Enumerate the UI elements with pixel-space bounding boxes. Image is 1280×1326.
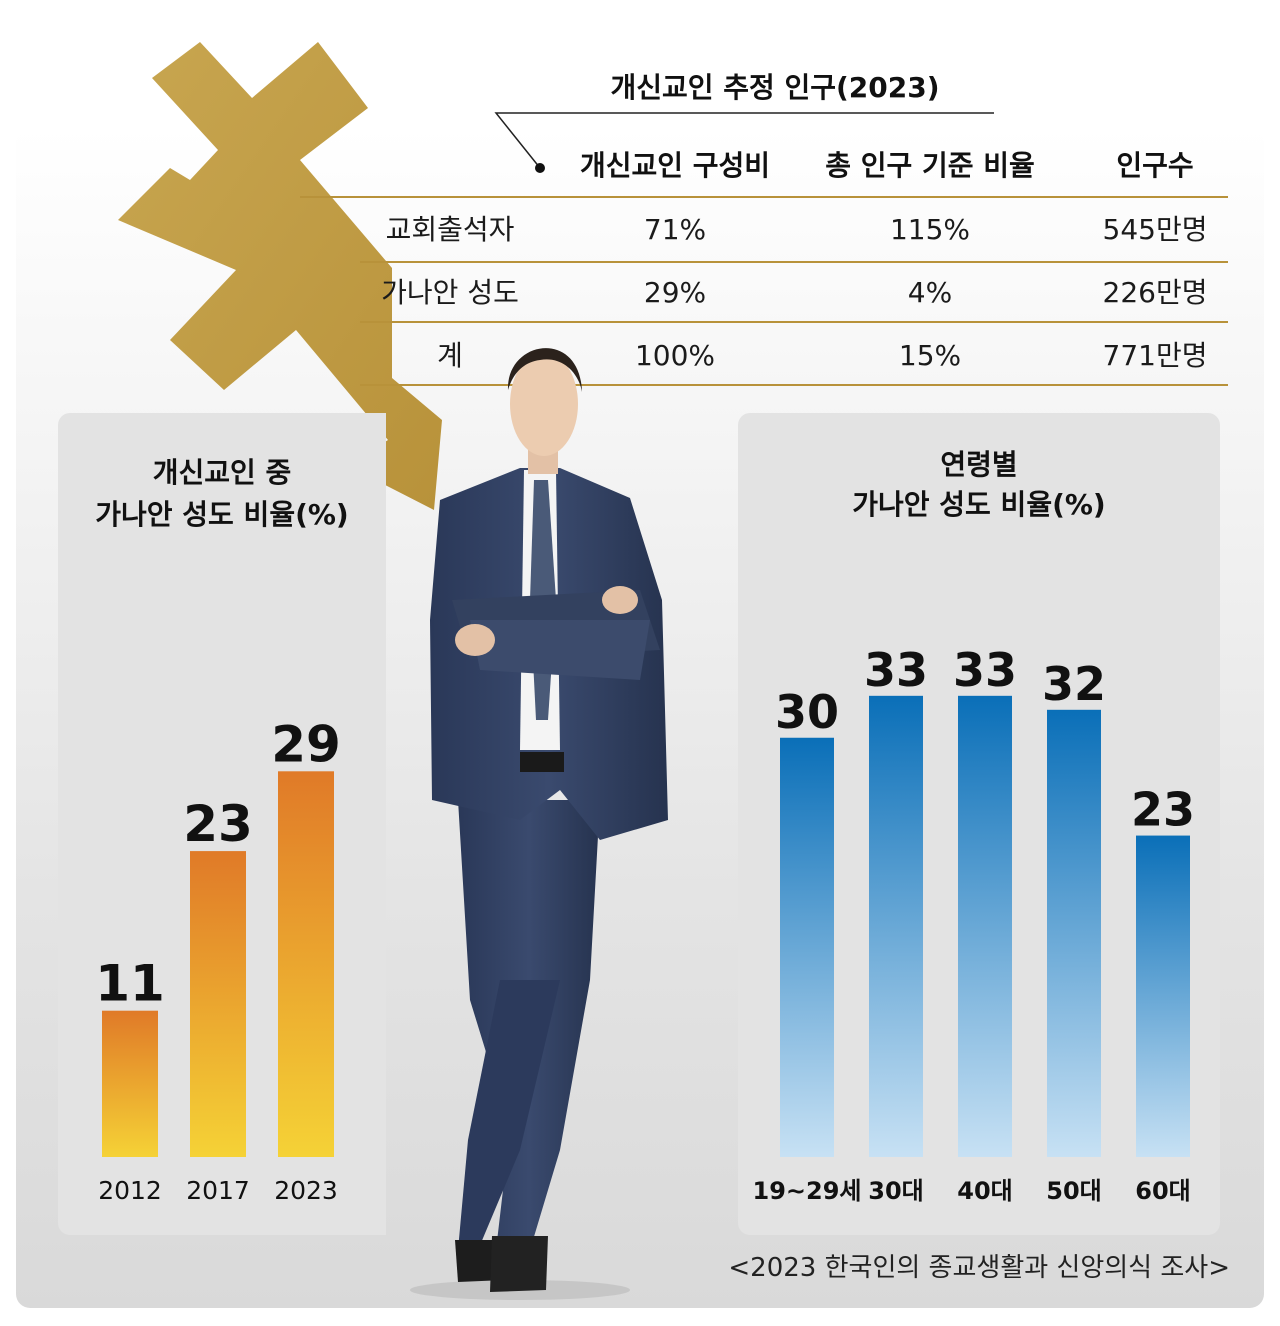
category-label: 2012 bbox=[98, 1176, 162, 1205]
row-ratio: 15% bbox=[898, 339, 962, 372]
row-label: 교회출석자 bbox=[385, 213, 515, 246]
chart-yearly: 11 2012 23 2017 29 2023 bbox=[95, 715, 341, 1205]
chart-title-line: 개신교인 중 bbox=[152, 456, 292, 489]
row-label: 계 bbox=[437, 339, 463, 372]
category-label: 60대 bbox=[1135, 1177, 1190, 1205]
row-share: 100% bbox=[634, 339, 716, 372]
bar-40대 bbox=[958, 695, 1012, 1157]
bar-value-label: 23 bbox=[1131, 783, 1195, 837]
table-title: 개신교인 추정 인구(2023) bbox=[610, 71, 940, 104]
chart-age: 30 19~29세 33 30대 33 40대 32 50대 23 60대 bbox=[753, 643, 1196, 1205]
chart-panel-yearly: 개신교인 중 가나안 성도 비율(%) 11 2012 23 2017 29 2023 bbox=[58, 413, 386, 1235]
bar-value-label: 32 bbox=[1042, 657, 1106, 711]
category-label: 40대 bbox=[957, 1177, 1012, 1205]
bar-60대 bbox=[1136, 835, 1190, 1157]
row-ratio: 115% bbox=[889, 213, 971, 246]
category-label: 50대 bbox=[1046, 1177, 1101, 1205]
bar-value-label: 11 bbox=[95, 955, 165, 1013]
category-label: 19~29세 bbox=[753, 1177, 862, 1205]
header-share: 개신교인 구성비 bbox=[579, 149, 771, 182]
bar-value-label: 33 bbox=[864, 643, 928, 697]
chart-title-line: 가나안 성도 비율(%) bbox=[95, 498, 349, 531]
table-row: 교회출석자 71% 115% 545만명 bbox=[0, 200, 1280, 260]
header-population: 인구수 bbox=[1116, 149, 1194, 182]
chart-title-line: 가나안 성도 비율(%) bbox=[852, 488, 1106, 521]
bar-2012 bbox=[102, 1010, 158, 1157]
row-population: 226만명 bbox=[1102, 276, 1208, 309]
source-note: <2023 한국인의 종교생활과 신앙의식 조사> bbox=[728, 1253, 1230, 1283]
chart-panel-age: 연령별 가나안 성도 비율(%) 30 19~29세 33 30대 33 40대 32 50대… bbox=[738, 413, 1220, 1235]
bar-30대 bbox=[869, 695, 923, 1157]
bar-2023 bbox=[278, 771, 334, 1157]
callout-line bbox=[494, 112, 994, 173]
bar-value-label: 30 bbox=[775, 685, 839, 739]
bar-value-label: 23 bbox=[183, 795, 253, 853]
row-ratio: 4% bbox=[907, 276, 953, 309]
header-ratio: 총 인구 기준 비율 bbox=[825, 149, 1035, 182]
table-row: 가나안 성도 29% 4% 226만명 bbox=[0, 263, 1280, 323]
table-rule bbox=[360, 321, 1228, 323]
category-label: 30대 bbox=[868, 1177, 923, 1205]
bar-value-label: 33 bbox=[953, 643, 1017, 697]
row-share: 71% bbox=[643, 213, 707, 246]
row-population: 771만명 bbox=[1102, 339, 1208, 372]
table-rule bbox=[300, 196, 1228, 198]
table-rule bbox=[360, 384, 1228, 386]
category-label: 2023 bbox=[274, 1176, 338, 1205]
row-share: 29% bbox=[643, 276, 707, 309]
bar-19~29세 bbox=[780, 737, 834, 1157]
bar-50대 bbox=[1047, 709, 1101, 1157]
table-row: 계 100% 15% 771만명 bbox=[0, 326, 1280, 386]
bar-value-label: 29 bbox=[271, 715, 341, 773]
row-population: 545만명 bbox=[1102, 213, 1208, 246]
row-label: 가나안 성도 bbox=[381, 276, 519, 309]
category-label: 2017 bbox=[186, 1176, 250, 1205]
chart-title-line: 연령별 bbox=[940, 448, 1018, 481]
bar-2017 bbox=[190, 851, 246, 1157]
table-rule bbox=[360, 261, 1228, 263]
